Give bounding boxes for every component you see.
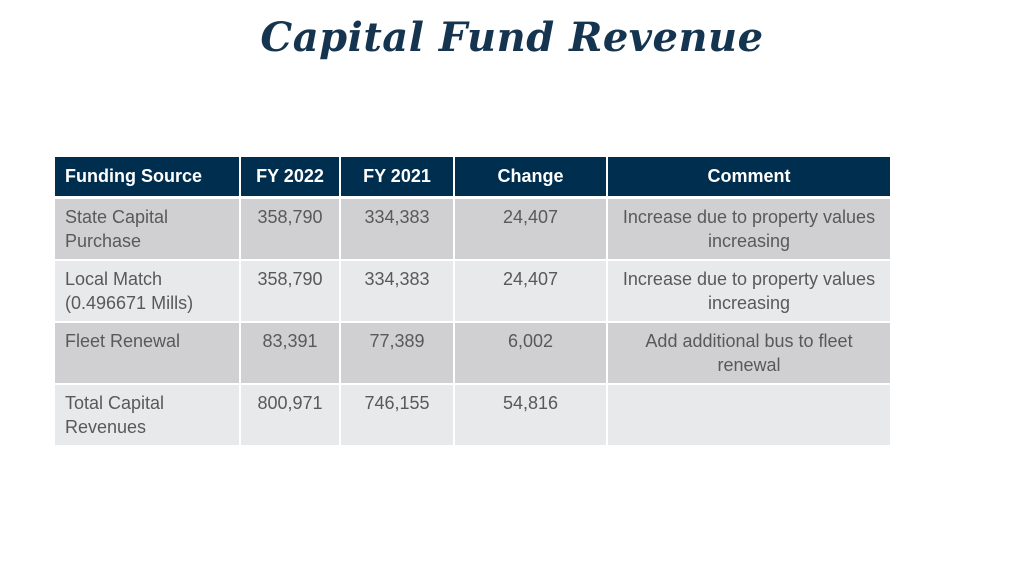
cell-change: 54,816 (454, 384, 608, 447)
cell-comment (607, 384, 890, 447)
cell-comment: Increase due to property values increasi… (607, 260, 890, 323)
cell-fy-2021: 746,155 (340, 384, 455, 447)
header-change: Change (454, 157, 608, 199)
cell-fy-2022: 358,790 (240, 197, 341, 261)
capital-fund-revenue-table: Funding Source FY 2022 FY 2021 Change Co… (55, 157, 890, 447)
cell-fy-2022: 800,971 (240, 384, 341, 447)
slide-title: Capital Fund Revenue (260, 14, 764, 61)
table-row: Fleet Renewal 83,391 77,389 6,002 Add ad… (55, 322, 890, 385)
cell-fy-2022: 83,391 (240, 322, 341, 385)
cell-fy-2022: 358,790 (240, 260, 341, 323)
cell-change: 24,407 (454, 197, 608, 261)
cell-funding-source: Total Capital Revenues (55, 384, 241, 447)
cell-change: 6,002 (454, 322, 608, 385)
cell-change: 24,407 (454, 260, 608, 323)
header-comment: Comment (607, 157, 890, 199)
header-fy-2021: FY 2021 (340, 157, 455, 199)
header-funding-source: Funding Source (55, 157, 241, 199)
table-row: Local Match (0.496671 Mills) 358,790 334… (55, 260, 890, 323)
cell-funding-source: Fleet Renewal (55, 322, 241, 385)
cell-fy-2021: 77,389 (340, 322, 455, 385)
table-row: Total Capital Revenues 800,971 746,155 5… (55, 384, 890, 447)
cell-funding-source: Local Match (0.496671 Mills) (55, 260, 241, 323)
cell-comment: Add additional bus to fleet renewal (607, 322, 890, 385)
cell-comment: Increase due to property values increasi… (607, 197, 890, 261)
cell-fy-2021: 334,383 (340, 197, 455, 261)
table-header-row: Funding Source FY 2022 FY 2021 Change Co… (55, 157, 890, 199)
header-fy-2022: FY 2022 (240, 157, 341, 199)
table-row: State Capital Purchase 358,790 334,383 2… (55, 197, 890, 261)
cell-funding-source: State Capital Purchase (55, 197, 241, 261)
cell-fy-2021: 334,383 (340, 260, 455, 323)
